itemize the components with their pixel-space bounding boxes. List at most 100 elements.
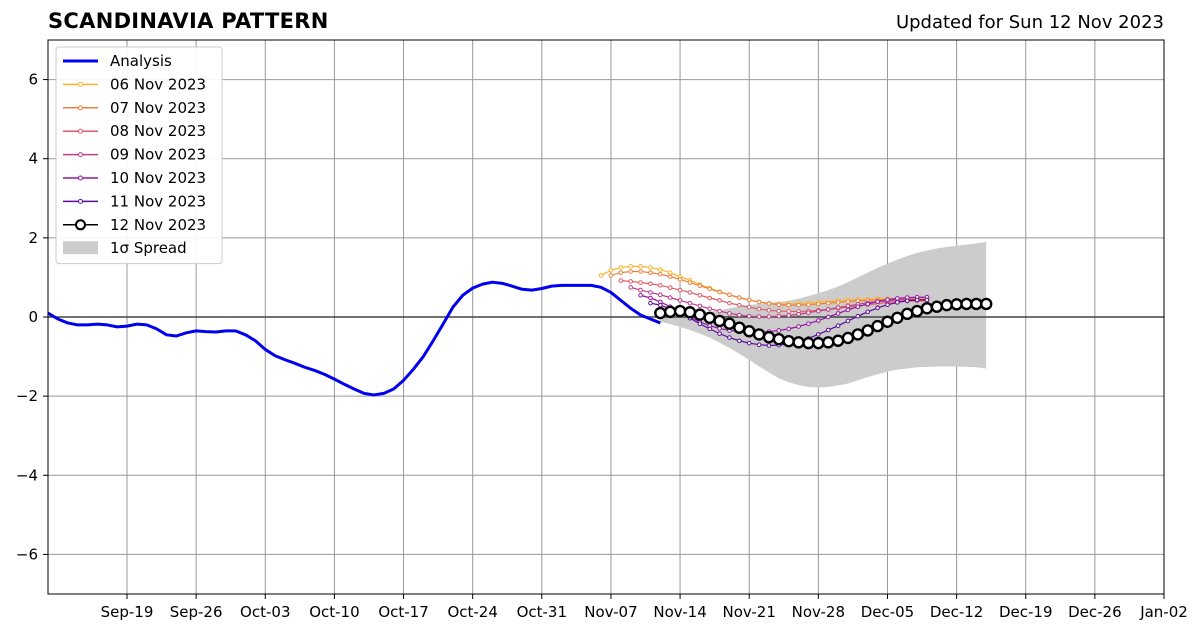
forecast-point	[743, 325, 756, 338]
forecast-point	[960, 297, 973, 311]
forecast-point	[792, 336, 805, 349]
forecast-point	[835, 323, 841, 329]
forecast-point	[717, 331, 722, 336]
forecast-point	[746, 313, 752, 319]
forecast-point	[648, 281, 653, 287]
forecast-point	[920, 302, 934, 315]
y-tick-label: 0	[28, 308, 38, 326]
forecast-point	[727, 292, 732, 298]
forecast-point	[628, 264, 633, 269]
forecast-point	[658, 302, 663, 308]
forecast-point	[930, 300, 944, 313]
legend-label: 10 Nov 2023	[110, 169, 206, 187]
forecast-point	[776, 308, 782, 314]
forecast-point	[737, 338, 742, 344]
forecast-point	[717, 298, 722, 303]
x-tick-label: Dec-26	[1068, 603, 1122, 621]
forecast-point	[756, 342, 762, 348]
forecast-point	[673, 304, 687, 318]
legend-item: 07 Nov 2023	[63, 99, 206, 117]
forecast-point	[796, 324, 801, 329]
forecast-point	[717, 308, 722, 314]
forecast-point	[885, 302, 890, 308]
forecast-point	[618, 270, 624, 275]
forecast-point	[816, 318, 821, 323]
forecast-point	[654, 306, 667, 320]
legend-item: 10 Nov 2023	[63, 169, 206, 187]
forecast-point	[855, 313, 861, 319]
forecast-point	[756, 306, 762, 312]
forecast-point	[697, 292, 703, 298]
forecast-point	[865, 309, 871, 315]
legend: Analysis 06 Nov 2023 07 Nov 2023 08 Nov 202…	[55, 46, 223, 265]
legend-marker	[78, 105, 83, 111]
forecast-point	[752, 328, 766, 341]
forecast-point	[608, 268, 614, 273]
forecast-point	[756, 314, 762, 319]
forecast-point	[786, 326, 792, 332]
forecast-point	[638, 280, 643, 285]
forecast-point	[628, 285, 633, 290]
forecast-point	[737, 295, 742, 300]
forecast-point	[871, 319, 884, 333]
forecast-point	[855, 298, 861, 304]
forecast-point	[648, 295, 653, 301]
forecast-point	[776, 313, 782, 319]
forecast-point	[910, 304, 924, 318]
forecast-point	[796, 302, 801, 308]
forecast-point	[816, 301, 821, 307]
series-lines	[47, 264, 993, 397]
legend-item: 09 Nov 2023	[63, 146, 206, 164]
forecast-point	[683, 306, 697, 319]
forecast-point	[723, 317, 736, 330]
forecast-point	[766, 343, 772, 348]
y-tick-label: −6	[16, 545, 38, 563]
legend-box	[55, 46, 223, 265]
forecast-point	[816, 308, 821, 314]
forecast-point	[782, 334, 795, 348]
forecast-point	[816, 332, 821, 337]
y-tick-label: −4	[16, 466, 38, 484]
forecast-point	[835, 305, 841, 310]
x-tick-label: Nov-14	[653, 603, 706, 621]
forecast-point	[914, 297, 920, 303]
x-tick-label: Sep-26	[170, 603, 223, 621]
forecast-point	[845, 307, 851, 313]
forecast-point	[677, 287, 683, 293]
forecast-point	[697, 283, 703, 289]
forecast-point	[638, 264, 643, 269]
forecast-point	[970, 297, 983, 311]
forecast-point	[658, 271, 663, 277]
x-tick-label: Nov-28	[792, 603, 845, 621]
forecast-point	[950, 298, 963, 311]
forecast-point	[762, 330, 776, 344]
forecast-point	[648, 300, 653, 306]
analysis-line	[47, 280, 661, 397]
forecast-point	[697, 303, 703, 309]
forecast-point	[845, 318, 851, 324]
forecast-point	[845, 299, 851, 304]
forecast-point	[895, 296, 900, 301]
forecast-point	[845, 303, 851, 309]
legend-item: Analysis	[63, 52, 172, 70]
forecast-point	[766, 307, 772, 313]
legend-marker	[78, 81, 83, 87]
legend-label: 09 Nov 2023	[110, 146, 206, 164]
forecast-point	[648, 270, 653, 275]
forecast-point	[608, 273, 614, 278]
legend-label: 06 Nov 2023	[110, 75, 206, 93]
forecast-point	[776, 328, 782, 333]
legend-item: 08 Nov 2023	[63, 122, 206, 140]
forecast-point	[727, 300, 732, 306]
legend-swatch	[63, 241, 98, 255]
forecast-point	[901, 307, 914, 321]
forecast-point	[667, 274, 673, 279]
legend-item: 1σ Spread	[63, 239, 187, 257]
forecast-point	[940, 298, 953, 312]
forecast-point	[825, 300, 831, 306]
forecast-point	[737, 302, 742, 308]
x-tick-label: Oct-24	[447, 603, 497, 621]
forecast-point	[687, 280, 693, 285]
forecast-point	[658, 267, 663, 272]
